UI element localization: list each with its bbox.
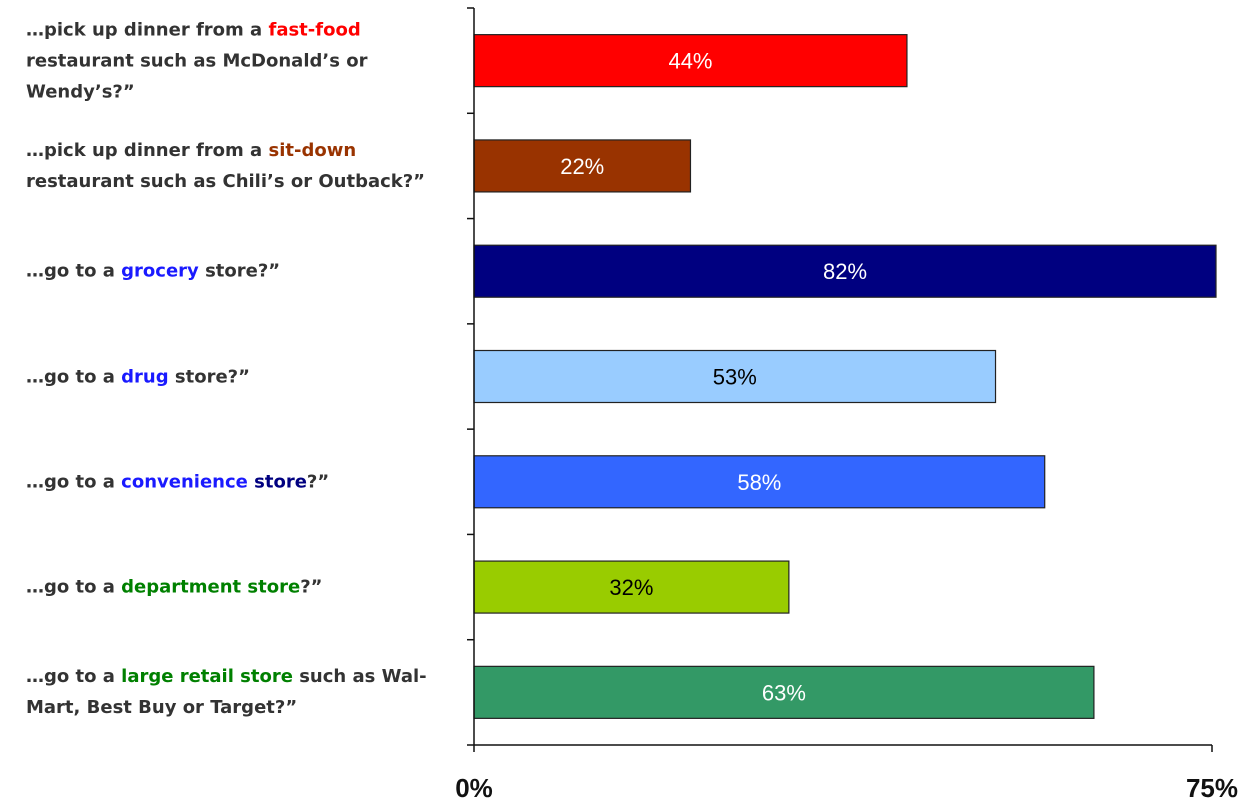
bar-value-label: 58% [737, 470, 781, 495]
bar-value-label: 22% [560, 154, 604, 179]
bar-2 [473, 139, 692, 193]
axis-layer: 0% 75% [455, 7, 1238, 803]
bar-value-label: 32% [609, 575, 653, 600]
x-tick-label: 75% [1186, 773, 1238, 803]
category-label: …pick up dinner from a sit-down restaura… [26, 139, 426, 192]
bar-4 [473, 349, 997, 404]
category-label: …go to a large retail store such as Wal-… [26, 666, 427, 719]
bar-1 [473, 34, 908, 88]
bar-value-label: 82% [823, 259, 867, 284]
category-label: …go to a drug store?” [26, 366, 250, 387]
category-label: …go to a grocery store?” [26, 260, 281, 282]
bar-5 [473, 455, 1046, 509]
category-label: …go to a department store?” [26, 576, 323, 598]
x-tick-label: 0% [455, 773, 493, 803]
bar-7 [473, 665, 1095, 719]
bar-3 [473, 244, 1217, 298]
bar-value-label: 63% [762, 680, 806, 705]
bar-value-label: 53% [713, 365, 757, 390]
bar-value-label: 44% [668, 49, 712, 74]
bars-layer: 44% 22% 82% 53% 58% 32% 63% [473, 34, 1217, 719]
category-label: …go to a convenience store?” [26, 471, 330, 493]
bar-6 [473, 560, 790, 614]
category-label: …pick up dinner from a fast-food restaur… [26, 19, 368, 103]
